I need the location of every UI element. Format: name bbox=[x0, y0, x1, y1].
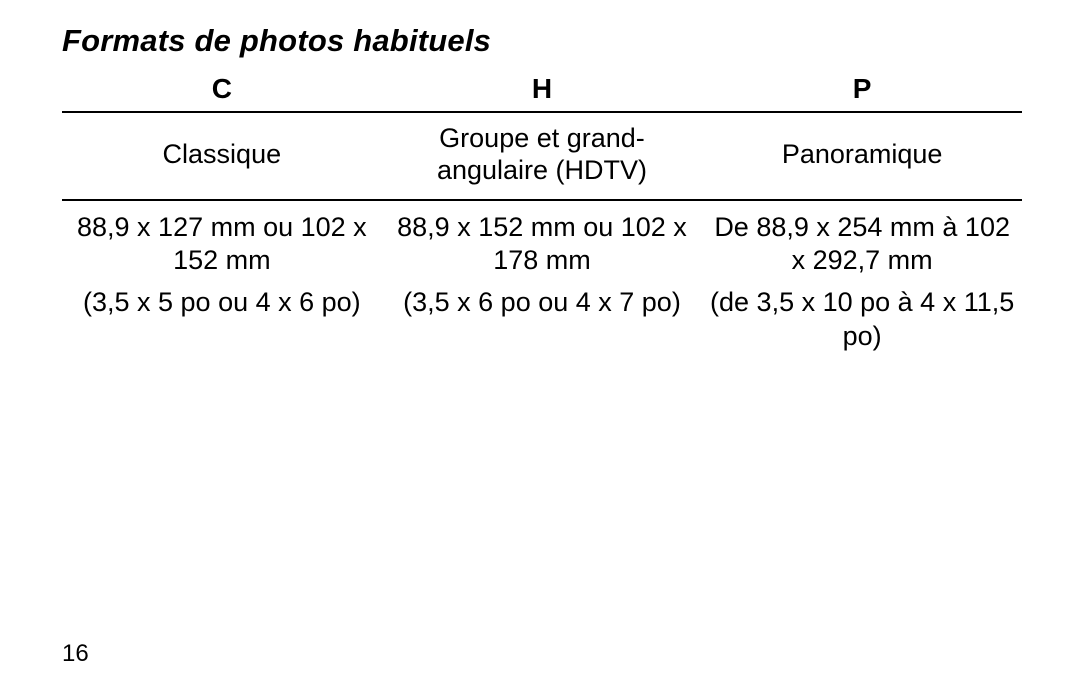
table-po-row: (3,5 x 5 po ou 4 x 6 po) (3,5 x 6 po ou … bbox=[62, 278, 1022, 354]
cell-desc-p: Panoramique bbox=[702, 112, 1022, 200]
section-title: Formats de photos habituels bbox=[62, 23, 1022, 59]
cell-mm-c: 88,9 x 127 mm ou 102 x 152 mm bbox=[62, 200, 382, 279]
table-desc-row: Classique Groupe et grand-angulaire (HDT… bbox=[62, 112, 1022, 200]
col-header-p: P bbox=[702, 69, 1022, 112]
col-header-h: H bbox=[382, 69, 703, 112]
cell-mm-p: De 88,9 x 254 mm à 102 x 292,7 mm bbox=[702, 200, 1022, 279]
table-header-row: C H P bbox=[62, 69, 1022, 112]
cell-po-c: (3,5 x 5 po ou 4 x 6 po) bbox=[62, 278, 382, 354]
photo-formats-table: C H P Classique Groupe et grand-angulair… bbox=[62, 69, 1022, 354]
cell-desc-h: Groupe et grand-angulaire (HDTV) bbox=[382, 112, 703, 200]
cell-po-h: (3,5 x 6 po ou 4 x 7 po) bbox=[382, 278, 703, 354]
page: Formats de photos habituels C H P Classi… bbox=[0, 0, 1080, 694]
page-number: 16 bbox=[62, 640, 89, 668]
cell-desc-c: Classique bbox=[62, 112, 382, 200]
table-mm-row: 88,9 x 127 mm ou 102 x 152 mm 88,9 x 152… bbox=[62, 200, 1022, 279]
cell-mm-h: 88,9 x 152 mm ou 102 x 178 mm bbox=[382, 200, 703, 279]
cell-po-p: (de 3,5 x 10 po à 4 x 11,5 po) bbox=[702, 278, 1022, 354]
col-header-c: C bbox=[62, 69, 382, 112]
